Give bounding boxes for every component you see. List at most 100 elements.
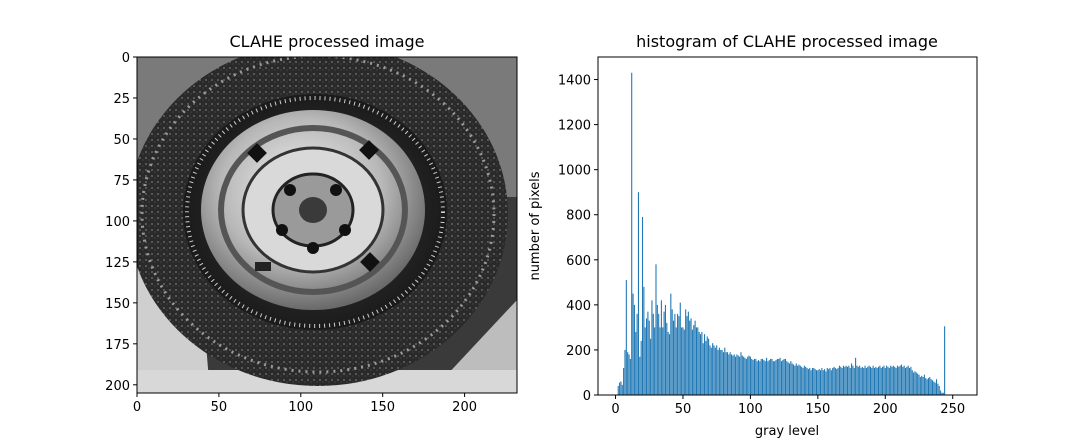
histogram-bar: [861, 366, 863, 395]
histogram-bar: [671, 309, 673, 395]
histogram-bar: [797, 365, 799, 395]
histogram-bar: [828, 369, 830, 395]
histogram-bar: [650, 338, 652, 395]
histogram-bar: [762, 358, 764, 395]
x-tick-label: 50: [675, 402, 692, 417]
x-tick-label: 100: [288, 400, 313, 415]
histogram-bar: [851, 363, 853, 395]
histogram-bar: [869, 366, 871, 395]
histogram-bar: [923, 374, 925, 395]
histogram-bar: [938, 385, 940, 395]
y-tick-label: 1400: [558, 74, 591, 89]
histogram-bar: [904, 367, 907, 395]
histogram-bar: [810, 370, 812, 395]
histogram-bar: [824, 369, 826, 395]
lug-nut: [284, 184, 296, 196]
y-tick-label: 0: [583, 389, 591, 404]
histogram-bar: [848, 365, 850, 395]
histogram-bar: [629, 358, 631, 395]
histogram-bar: [919, 376, 921, 395]
histogram-panel: 0 50 100 150 200 250 0 200 400 600 800 1000 1200 1400…: [528, 32, 978, 439]
histogram-bar: [813, 367, 815, 395]
histogram-bar: [744, 357, 746, 395]
histogram-bar: [913, 372, 915, 395]
histogram-bar: [639, 356, 641, 395]
histogram-bar: [910, 366, 912, 395]
lug-nut: [339, 224, 351, 236]
histogram-bar: [825, 371, 827, 395]
histogram-bar: [747, 356, 749, 395]
histogram-axes-ticks: 0 50 100 150 200 250 0 200 400 600 800 1000 1200 1400: [558, 74, 965, 417]
histogram-bar: [631, 72, 633, 396]
histogram-bar: [745, 358, 747, 395]
histogram-bar: [836, 369, 838, 395]
histogram-bar: [795, 363, 797, 395]
histogram-bar: [757, 360, 760, 395]
histogram-bar: [651, 300, 653, 395]
histogram-bar: [743, 356, 745, 395]
histogram-bar: [898, 366, 900, 395]
histogram-bar: [647, 311, 649, 395]
histogram-bar: [689, 320, 691, 395]
histogram-bar: [888, 367, 890, 395]
histogram-bar: [927, 378, 929, 395]
hub-cap-center: [299, 197, 327, 223]
histogram-frame: [597, 56, 978, 396]
histogram-bar: [714, 347, 716, 395]
histogram-bar: [652, 313, 654, 395]
histogram-bar: [934, 382, 936, 395]
histogram-bar: [942, 392, 944, 395]
histogram-bar: [675, 327, 677, 395]
histogram-bar: [793, 364, 795, 395]
histogram-bar: [832, 367, 834, 395]
histogram-bar: [637, 192, 640, 395]
x-tick-label: 200: [452, 400, 477, 415]
tire-tread-ring: [140, 57, 496, 374]
histogram-bar: [768, 360, 770, 395]
histogram-bar: [646, 318, 648, 395]
histogram-bar: [749, 356, 751, 395]
histogram-bar: [805, 366, 807, 395]
histogram-bar: [721, 349, 723, 395]
histogram-bar: [783, 358, 785, 395]
histogram-ylabel: number of pixels: [528, 171, 543, 280]
histogram-bar: [660, 300, 662, 395]
histogram-bar: [918, 374, 920, 395]
y-tick-label: 150: [105, 297, 130, 312]
histogram-bar: [753, 358, 755, 395]
histogram-bar: [879, 365, 881, 395]
histogram-bar: [620, 381, 622, 395]
histogram-bar: [926, 379, 928, 395]
histogram-bar: [790, 361, 792, 395]
histogram-bar: [815, 370, 818, 395]
histogram-bar: [736, 354, 738, 395]
histogram-bar: [628, 354, 630, 395]
histogram-bar: [706, 336, 708, 395]
lug-nut: [276, 224, 288, 236]
histogram-bar: [872, 365, 874, 395]
histogram-bar: [909, 367, 911, 395]
histogram-bar: [770, 358, 772, 395]
x-tick-label: 200: [873, 402, 898, 417]
histogram-bar: [922, 376, 924, 395]
histogram-bar: [903, 365, 905, 395]
histogram-bar: [648, 320, 650, 395]
y-tick-label: 175: [105, 338, 130, 353]
histogram-bar: [844, 366, 846, 395]
histogram-bar: [849, 367, 851, 395]
histogram-bar: [702, 343, 704, 395]
histogram-bar: [728, 354, 730, 395]
y-tick-label: 75: [113, 174, 130, 189]
histogram-bar: [720, 349, 722, 395]
histogram-bar: [740, 352, 742, 395]
histogram-bar: [900, 364, 903, 395]
histogram-bar: [864, 365, 866, 395]
histogram-bar: [619, 382, 621, 395]
histogram-bar: [735, 356, 737, 395]
histogram-bar: [875, 366, 877, 395]
histogram-bar: [882, 366, 884, 395]
histogram-bar: [776, 358, 778, 395]
histogram-bar: [682, 327, 684, 395]
histogram-bar: [830, 370, 832, 395]
